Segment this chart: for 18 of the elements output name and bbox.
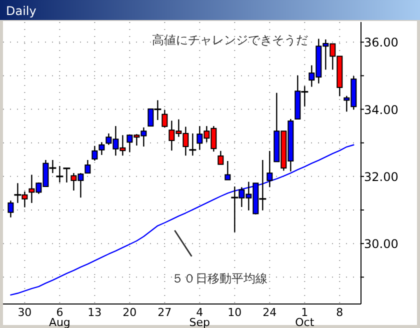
x-tick-label: 13 bbox=[88, 306, 102, 319]
x-tick-label: 4 Sep bbox=[189, 306, 210, 328]
x-tick-label: 6 Aug bbox=[48, 306, 70, 328]
x-tick-label: 27 bbox=[158, 306, 172, 319]
x-tick-label: 8 bbox=[336, 306, 344, 319]
y-tick-label: 34.00 bbox=[364, 102, 398, 117]
x-tick-label: 20 bbox=[122, 306, 137, 319]
x-tick-label: 30 bbox=[18, 306, 32, 319]
x-tick-label: 1 Oct bbox=[295, 306, 315, 328]
x-tick-label: 10 bbox=[228, 306, 242, 319]
annotation: 高値にチャレンジできそうだ bbox=[152, 33, 308, 47]
chart-title: Daily bbox=[6, 4, 36, 18]
y-tick-label: 32.00 bbox=[364, 170, 398, 184]
line-series bbox=[10, 144, 354, 296]
y-tick-label: 36.00 bbox=[364, 36, 398, 50]
x-tick-label: 24 bbox=[262, 306, 277, 319]
text: ５０日移動平均線 bbox=[172, 271, 268, 286]
y-tick-label: 30.00 bbox=[364, 237, 398, 252]
